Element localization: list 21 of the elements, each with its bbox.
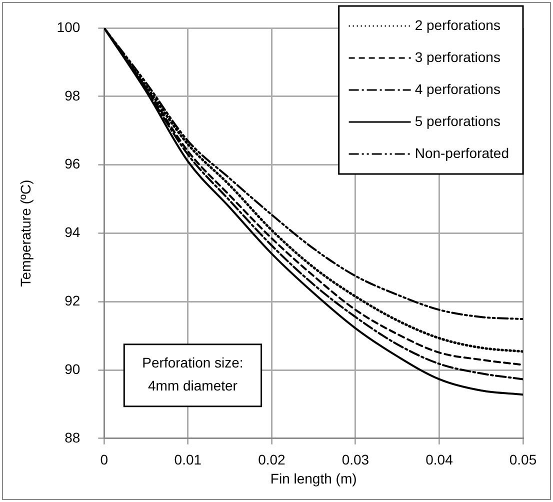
y-tick-label: 96 [64,156,80,172]
y-tick-label: 100 [56,18,80,35]
x-tick-label: 0 [100,452,108,468]
x-tick-label: 0.03 [342,452,370,468]
y-tick-label: 90 [64,360,80,377]
y-tick-label: 94 [64,224,80,240]
annotation: Perforation size: 4mm diameter [142,354,244,394]
legend-label: 3 perforations [414,48,500,65]
legend-label: 2 perforations [414,16,500,33]
x-tick-label: 0.01 [174,452,202,468]
legend-label: 4 perforations [414,80,500,97]
legend-label: 5 perforations [414,112,500,129]
x-tick-label: 0.02 [258,452,286,468]
x-tick-label: 0.04 [426,452,454,468]
y-tick-label: 98 [64,87,80,104]
y-tick-label: 92 [64,292,80,308]
y-axis-title: Temperature (ºC) [17,180,34,287]
legend-label: Non-perforated [414,144,510,161]
x-axis-title: Fin length (m) [270,470,357,486]
x-tick-label: 0.05 [509,452,537,468]
y-tick-label: 88 [64,429,80,446]
